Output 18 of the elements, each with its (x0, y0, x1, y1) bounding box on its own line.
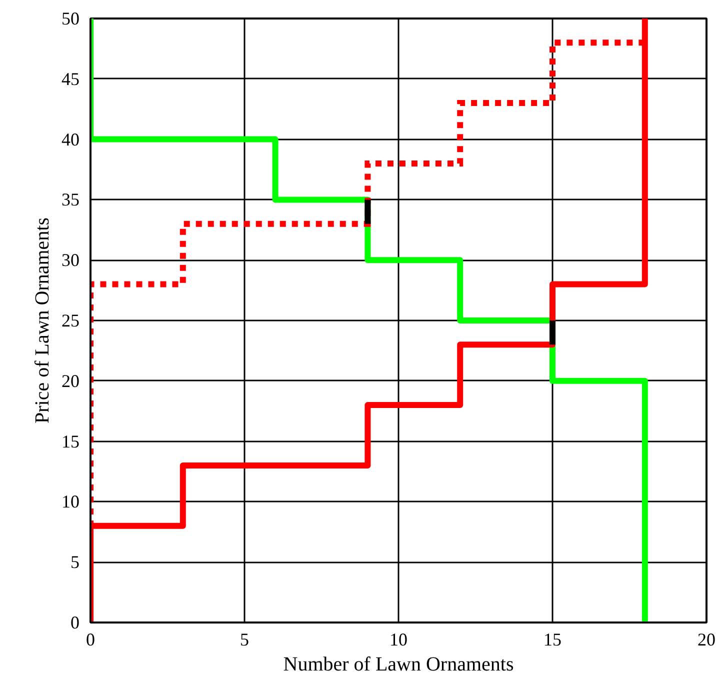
y-tick-label: 35 (62, 190, 80, 210)
y-tick-label: 50 (62, 8, 80, 28)
y-tick-label: 40 (62, 129, 80, 150)
y-tick-label: 5 (70, 552, 80, 572)
y-tick-label: 30 (62, 250, 80, 270)
y-tick-label: 25 (62, 310, 80, 330)
x-axis-title: Number of Lawn Ornaments (283, 654, 514, 676)
y-tick-label: 15 (62, 431, 80, 452)
x-tick-label: 15 (544, 630, 562, 650)
x-tick-label: 0 (86, 630, 95, 650)
x-tick-label: 20 (698, 630, 716, 650)
x-tick-label: 5 (240, 630, 249, 650)
y-tick-label: 45 (62, 68, 80, 89)
y-axis-title: Price of Lawn Ornaments (32, 217, 54, 424)
y-tick-label: 0 (70, 612, 80, 632)
x-tick-label: 10 (390, 630, 408, 650)
y-tick-label: 20 (62, 370, 80, 391)
y-tick-label: 10 (62, 492, 80, 512)
